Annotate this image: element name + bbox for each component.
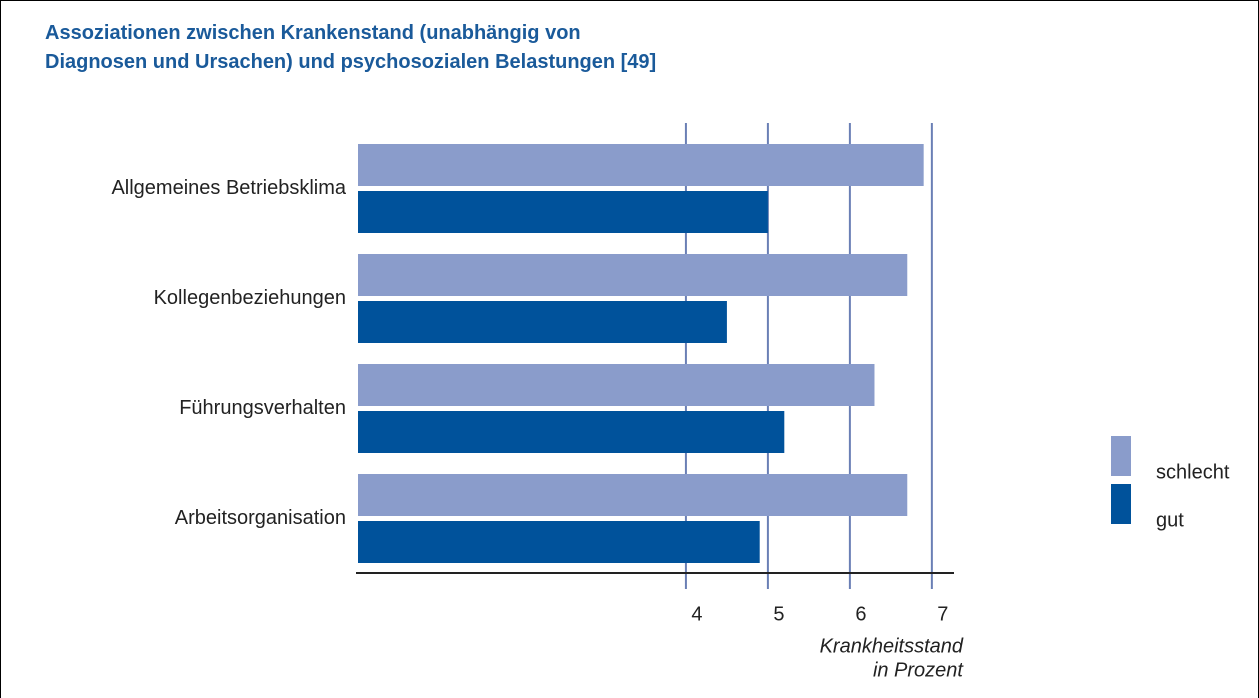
bar — [358, 364, 875, 406]
bar — [358, 144, 924, 186]
x-axis-label: in Prozent — [873, 659, 964, 681]
x-axis-label: Krankheitsstand — [820, 635, 964, 657]
bar — [358, 521, 760, 563]
x-tick-label: 4 — [691, 603, 702, 625]
bar — [358, 191, 768, 233]
chart-title: Assoziationen zwischen Krankenstand (una… — [45, 22, 657, 73]
legend-swatch — [1111, 436, 1131, 476]
y-tick-label: Allgemeines Betriebsklima — [111, 177, 346, 199]
x-tick-label: 6 — [855, 603, 866, 625]
y-tick-label: Führungsverhalten — [179, 397, 346, 419]
bar — [358, 301, 727, 343]
legend-label: gut — [1156, 509, 1184, 531]
x-tick-label: 5 — [773, 603, 784, 625]
bar — [358, 254, 908, 296]
bar — [358, 474, 908, 516]
x-tick-label: 7 — [937, 603, 948, 625]
legend-swatch — [1111, 484, 1131, 524]
legend-label: schlecht — [1156, 461, 1230, 483]
bar — [358, 411, 785, 453]
y-tick-label: Kollegenbeziehungen — [154, 287, 346, 309]
y-tick-label: Arbeitsorganisation — [175, 507, 346, 529]
